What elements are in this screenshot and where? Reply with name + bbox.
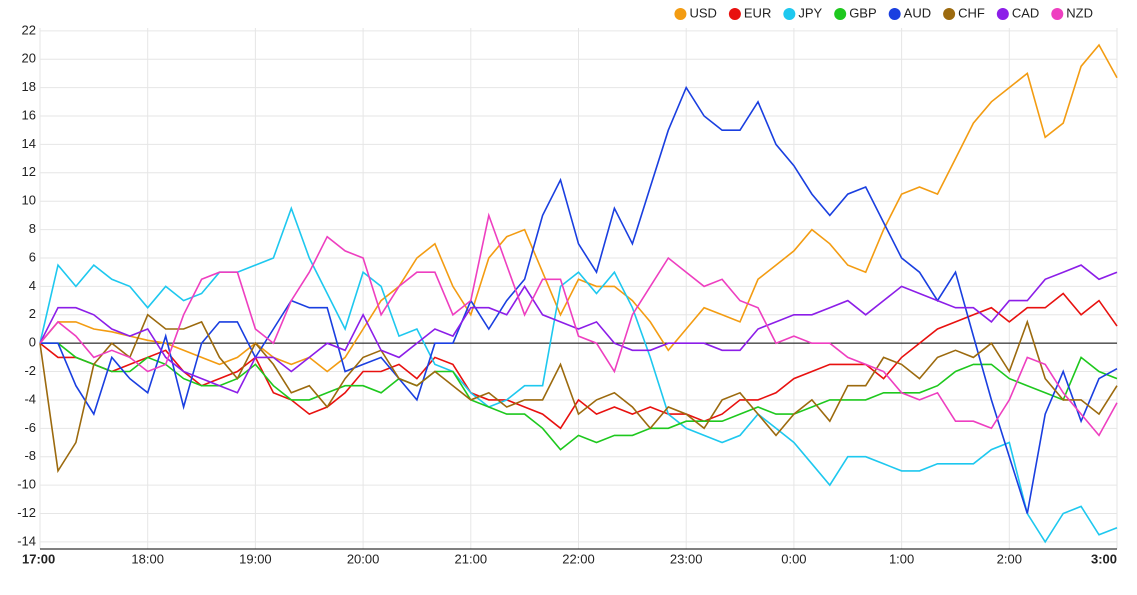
legend-marker [888,8,901,20]
legend-marker [943,8,956,20]
legend-item: AUD [888,5,931,20]
x-tick-label: 2:00 [997,551,1022,566]
y-tick-label: -12 [17,505,36,520]
legend-label: GBP [849,5,876,20]
y-tick-label: -8 [24,448,36,463]
legend-label: USD [689,5,716,20]
x-tick-label: 0:00 [781,551,806,566]
legend-label: CHF [958,5,985,20]
legend-marker [834,8,847,20]
legend-item: NZD [1051,5,1093,20]
x-tick-label: 21:00 [455,551,488,566]
legend: USD EUR JPY GBP AUD CHF CAD NZD [674,5,1093,20]
y-tick-label: -6 [24,420,36,435]
legend-marker [674,8,687,20]
x-tick-label: 20:00 [347,551,380,566]
legend-label: AUD [904,5,931,20]
y-tick-label: -14 [17,533,36,548]
x-tick-label: 18:00 [131,551,164,566]
legend-item: GBP [834,5,877,20]
legend-item: USD [674,5,717,20]
legend-label: CAD [1012,5,1039,20]
legend-marker [1051,8,1064,20]
y-tick-label: 4 [29,278,36,293]
y-tick-label: 0 [29,335,36,350]
x-tick-label: 1:00 [889,551,914,566]
series-line [39,313,1118,474]
x-tick-label: 19:00 [239,551,272,566]
legend-marker [996,8,1009,20]
y-tick-label: 6 [29,249,36,264]
legend-marker [728,8,741,20]
y-tick-label: 8 [29,221,36,236]
series-line [39,264,1118,394]
legend-item: EUR [728,5,771,20]
legend-item: CHF [943,5,985,20]
x-tick-label: 3:00 [1091,551,1117,566]
legend-item: JPY [783,5,823,20]
y-tick-label: -10 [17,477,36,492]
legend-label: NZD [1066,5,1093,20]
y-tick-label: 22 [22,22,36,37]
x-tick-label: 23:00 [670,551,703,566]
y-tick-label: 18 [22,79,36,94]
y-tick-label: 20 [22,51,36,66]
y-tick-label: 2 [29,306,36,321]
y-tick-label: 10 [22,193,36,208]
x-tick-label: 22:00 [562,551,595,566]
y-tick-label: 12 [22,164,36,179]
y-tick-label: 16 [22,107,36,122]
x-tick-label: 17:00 [22,551,55,566]
legend-label: JPY [798,5,822,20]
legend-item: CAD [996,5,1039,20]
series-line [39,292,1118,430]
legend-marker [783,8,796,20]
y-tick-label: -2 [24,363,36,378]
series-line [39,43,1118,373]
y-tick-label: 14 [22,136,36,151]
series-line [39,212,1118,437]
legend-label: EUR [744,5,771,20]
y-tick-label: -4 [24,391,36,406]
